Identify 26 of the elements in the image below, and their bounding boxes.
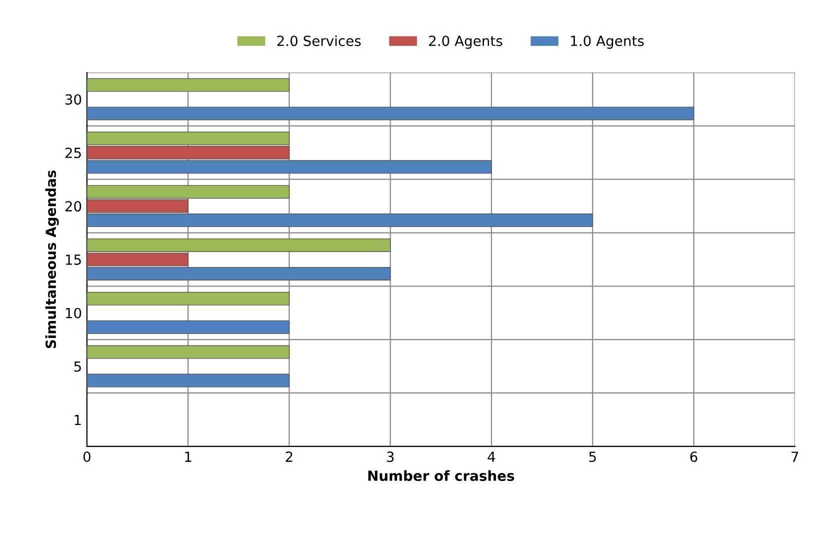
x-axis-title: Number of crashes (368, 470, 514, 482)
y-axis-title: Simultaneous Agendas (45, 170, 59, 348)
y-tick-label: 25 (65, 148, 81, 158)
y-tick-label: 30 (65, 94, 82, 105)
y-tick-label: 15 (66, 254, 81, 265)
x-tick-label: 5 (589, 452, 596, 462)
x-tick-label: 4 (488, 452, 496, 462)
legend-label: 1.0 Agents (571, 36, 644, 49)
x-tick-label: 6 (690, 452, 698, 462)
y-tick-label: 20 (65, 201, 82, 212)
x-tick-label: 1 (185, 452, 192, 462)
bar (86, 106, 694, 120)
bar (86, 292, 290, 306)
bar (86, 374, 290, 388)
legend-label: 2.0 Services (277, 35, 361, 46)
x-tick-label: 0 (83, 452, 90, 462)
x-tick-label: 7 (792, 452, 798, 462)
bar (86, 320, 290, 334)
x-tick-label: 2 (286, 452, 292, 462)
y-tick-label: 5 (74, 361, 81, 372)
x-tick-label: 3 (386, 452, 394, 462)
legend-label: 2.0 Agents (429, 36, 502, 49)
bar (86, 78, 290, 92)
y-tick-label: 1 (74, 414, 81, 425)
y-tick-label: 10 (66, 308, 82, 318)
bar (86, 345, 290, 359)
